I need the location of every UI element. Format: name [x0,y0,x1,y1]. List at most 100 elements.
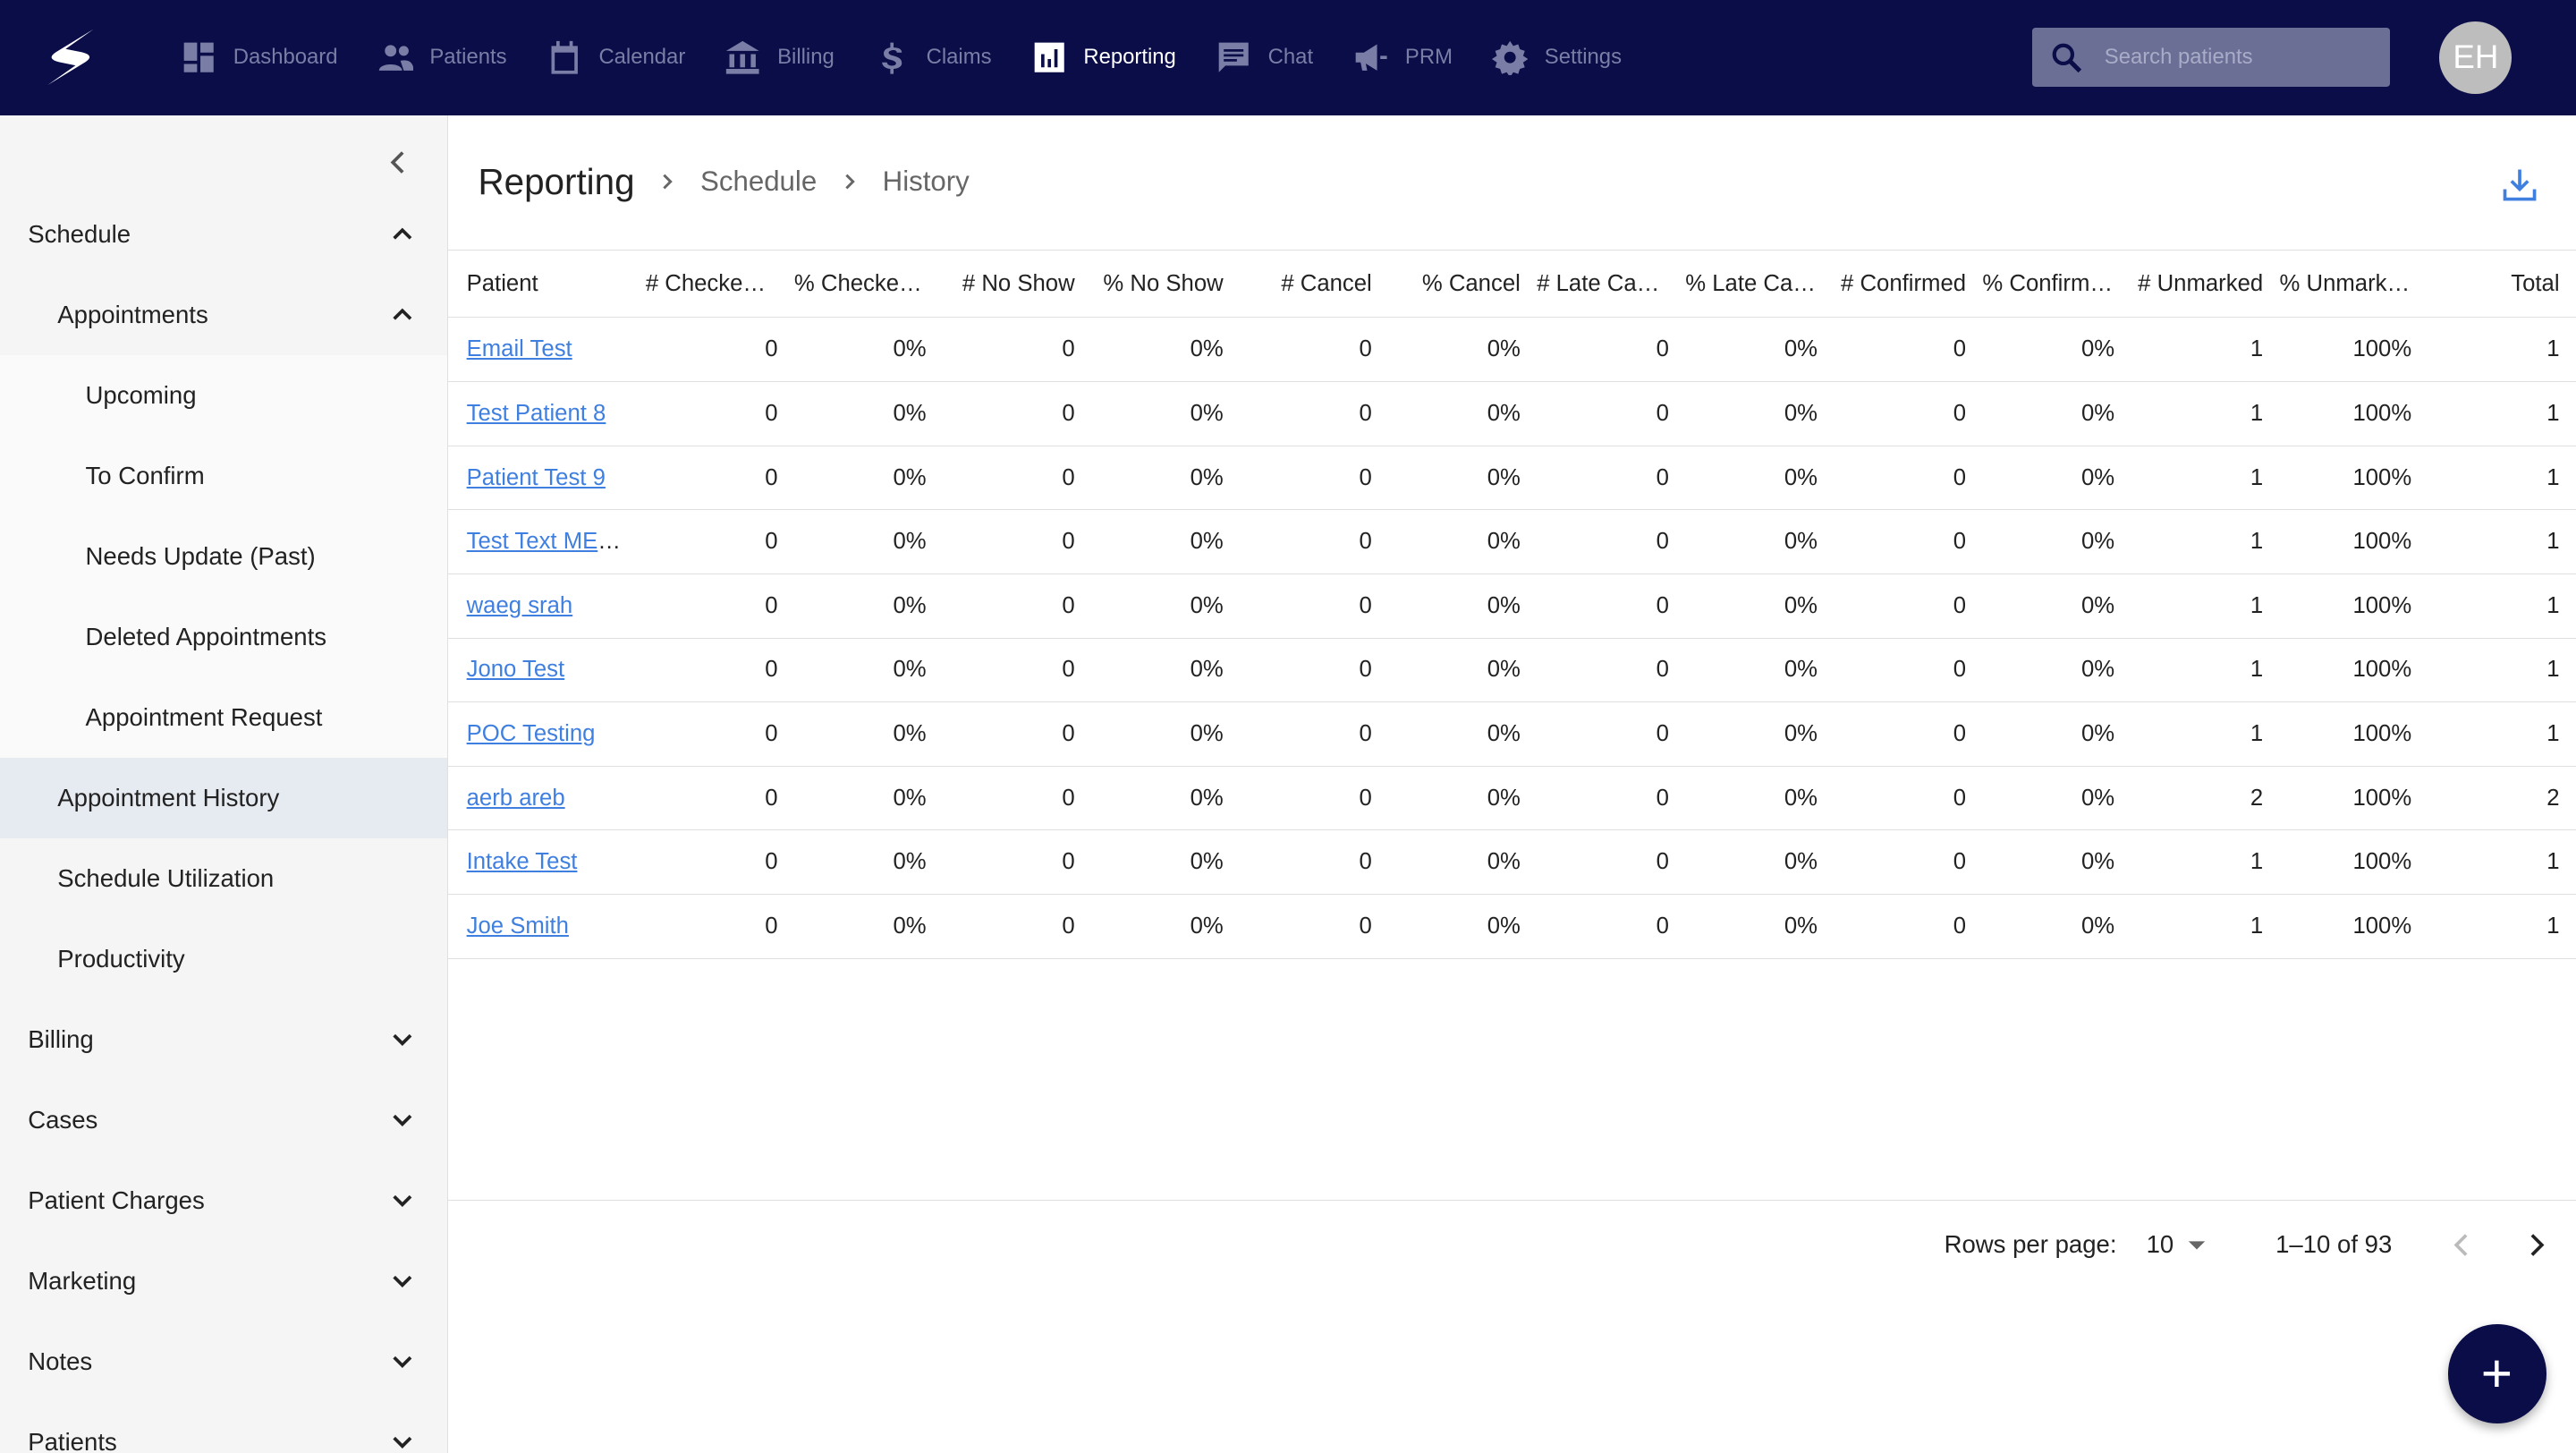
chevron-down-icon[interactable] [391,1269,414,1292]
nav-reporting[interactable]: Reporting [1031,39,1176,75]
column-header[interactable]: Total [2428,250,2576,319]
sidebar-item-label: To Confirm [85,461,205,489]
nav-claims[interactable]: Claims [874,39,992,75]
nav-label: Calendar [598,45,686,70]
patient-link[interactable]: Test Patient 8 [466,400,606,426]
pagination: Rows per page: 10 1–10 of 93 [1945,1230,2576,1260]
nav-dashboard[interactable]: Dashboard [181,39,338,75]
column-header[interactable]: % Cancel [1388,250,1538,319]
download-icon[interactable] [2500,165,2539,204]
column-header[interactable]: # Cancel [1240,250,1389,319]
sidebar-item-schedule[interactable]: Schedule [0,194,447,275]
patient-link[interactable]: Test Text MESSAGE [466,529,646,555]
column-header[interactable]: # Late Cancel [1537,250,1686,319]
table-cell: 0% [1982,381,2131,446]
column-header[interactable]: % Late Cancel [1685,250,1835,319]
search-box[interactable] [2031,28,2391,88]
nav-billing[interactable]: Billing [724,39,835,75]
column-header[interactable]: % Unmarked [2279,250,2428,319]
table-cell: 0% [1388,509,1538,574]
nav-settings[interactable]: Settings [1492,39,1622,76]
table-cell: 0 [1537,446,1686,511]
chevron-up-icon[interactable] [391,302,414,326]
nav-calendar[interactable]: Calendar [547,39,686,75]
chevron-down-icon[interactable] [391,1430,414,1453]
chevron-down-icon[interactable] [391,1108,414,1131]
sidebar-item-appointment-request[interactable]: Appointment Request [0,676,447,758]
column-header[interactable]: Patient [448,250,646,319]
table-cell: 0 [1240,894,1389,959]
chevron-down-icon[interactable] [391,1027,414,1050]
table-cell: 0% [1091,317,1241,383]
chevron-down-icon[interactable] [391,1188,414,1211]
avatar[interactable]: EH [2439,21,2512,94]
patient-link[interactable]: waeg srah [466,592,573,618]
table-cell: 0 [942,446,1092,511]
patient-link[interactable]: Intake Test [466,849,578,875]
search-input[interactable] [2104,45,2368,71]
table-cell: 1 [2428,509,2576,574]
sidebar-item-productivity[interactable]: Productivity [0,919,447,999]
sidebar-item-appointment-history[interactable]: Appointment History [0,757,447,838]
page-range: 1–10 of 93 [2275,1230,2393,1259]
main-nav: Dashboard Patients Calendar Billing Claims Re… [181,0,1661,115]
logo-icon[interactable] [39,26,102,89]
rows-per-page-select[interactable]: 10 [2147,1230,2207,1259]
table-cell: 0% [1685,638,1835,703]
collapse-sidebar-icon[interactable] [385,148,414,177]
sidebar-item-patient-charges[interactable]: Patient Charges [0,1160,447,1241]
sidebar-item-appointments[interactable]: Appointments [0,275,447,355]
table-row: Patient Test 9 0 0% 0 0% 0 0% 0 0% 0 0% 1 100% 1 [448,446,2576,511]
sidebar-item-upcoming[interactable]: Upcoming [0,354,447,436]
breadcrumb-schedule[interactable]: Schedule [700,166,818,198]
sidebar-item-needs-update-past[interactable]: Needs Update (Past) [0,515,447,597]
table-footer: Rows per page: 10 1–10 of 93 [448,1199,2576,1453]
column-header[interactable]: # Checked In [645,250,794,319]
table-cell: 0 [1834,317,1983,383]
sidebar-item-marketing[interactable]: Marketing [0,1241,447,1321]
add-button[interactable] [2447,1324,2546,1423]
nav-chat[interactable]: Chat [1216,39,1313,75]
column-header[interactable]: # Unmarked [2131,250,2280,319]
table-cell: 0% [1388,317,1538,383]
table-cell: 0% [793,894,943,959]
page-title[interactable]: Reporting [478,160,635,202]
table-cell: 0% [1091,509,1241,574]
chat-icon [1218,42,1249,72]
column-header[interactable]: # Confirmed [1834,250,1983,319]
nav-patients[interactable]: Patients [377,39,507,75]
table-cell: 0 [645,829,794,896]
column-header[interactable]: % Confirmed [1982,250,2131,319]
sidebar-item-cases[interactable]: Cases [0,1080,447,1160]
table-cell: 100% [2279,381,2428,446]
table-cell: 0 [1240,509,1389,574]
table-row: waeg srah 0 0% 0 0% 0 0% 0 0% 0 0% 1 100% 1 [448,574,2576,639]
patient-link[interactable]: Email Test [466,336,572,362]
chevron-up-icon[interactable] [391,222,414,245]
patient-cell: Jono Test [448,638,646,703]
column-header[interactable]: % Checked In [793,250,943,319]
table-cell: 0% [1982,446,2131,511]
sidebar-item-deleted-appointments[interactable]: Deleted Appointments [0,596,447,677]
sidebar-item-patients[interactable]: Patients [0,1402,447,1453]
sidebar-item-to-confirm[interactable]: To Confirm [0,435,447,516]
table-cell: 0% [793,766,943,831]
sidebar-item-billing[interactable]: Billing [0,999,447,1080]
nav-prm[interactable]: PRM [1352,39,1453,75]
prev-page-button[interactable] [2448,1230,2478,1260]
sidebar-item-schedule-utilization[interactable]: Schedule Utilization [0,838,447,919]
patient-link[interactable]: aerb areb [466,785,565,811]
sidebar-item-notes[interactable]: Notes [0,1321,447,1402]
patient-link[interactable]: POC Testing [466,721,596,747]
sidebar-item-label: Deleted Appointments [85,622,327,650]
patient-link[interactable]: Jono Test [466,657,565,683]
column-header[interactable]: # No Show [942,250,1092,319]
next-page-button[interactable] [2521,1230,2550,1260]
rows-per-page-label: Rows per page: [1944,1230,2117,1259]
chevron-down-icon[interactable] [391,1349,414,1372]
patient-link[interactable]: Patient Test 9 [466,464,606,490]
column-header[interactable]: % No Show [1091,250,1241,319]
table-cell: 0 [1834,701,1983,767]
table-cell: 1 [2428,638,2576,703]
patient-link[interactable]: Joe Smith [466,913,569,939]
